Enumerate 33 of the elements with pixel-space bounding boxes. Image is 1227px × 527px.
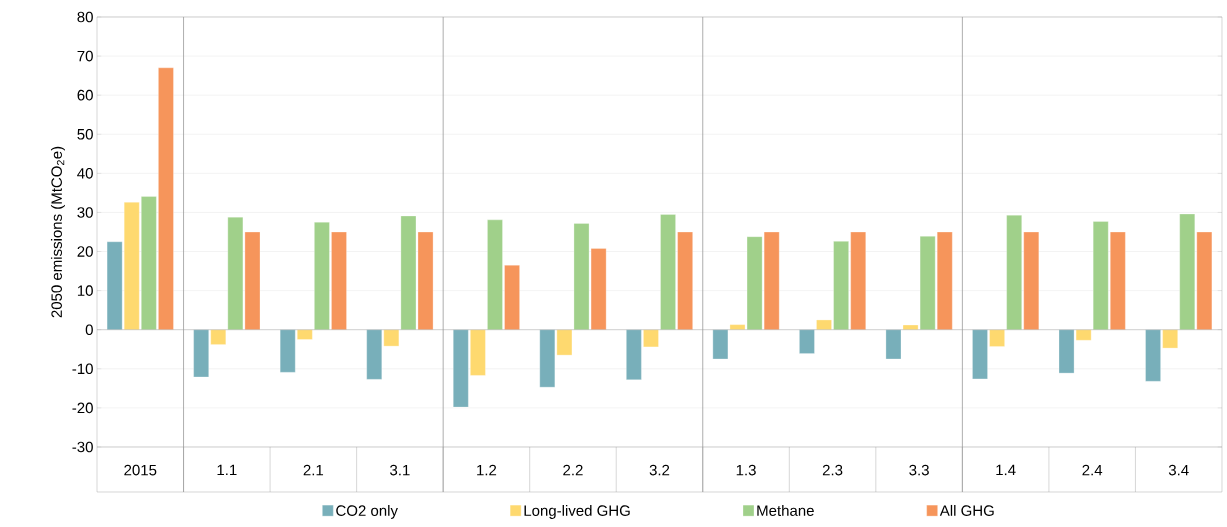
y-tick-label: -10 <box>72 363 93 375</box>
y-tick-label: 50 <box>77 128 93 140</box>
y-tick-label: 60 <box>77 89 93 101</box>
y-tick-label: -30 <box>72 441 93 453</box>
y-tick-label: 10 <box>77 285 93 296</box>
bar <box>885 329 902 360</box>
legend-label: Methane <box>757 504 814 516</box>
y-tick-label: 70 <box>77 50 93 62</box>
x-tick-label: 1.4 <box>996 464 1016 476</box>
x-tick-label: 3.3 <box>909 464 929 476</box>
legend-label: CO2 only <box>336 504 398 519</box>
x-tick-label: 1.1 <box>217 464 237 476</box>
y-tick-label: -20 <box>72 402 93 414</box>
y-tick-label: 40 <box>77 168 93 179</box>
x-tick-label: 2.3 <box>822 464 843 476</box>
x-tick-label: 1.2 <box>477 464 497 476</box>
x-tick-label: 2.4 <box>1082 464 1103 476</box>
y-tick-label: 0 <box>85 324 93 336</box>
x-tick-label: 3.2 <box>649 464 670 476</box>
x-tick-label: 2015 <box>124 464 157 476</box>
legend-label: All GHG <box>939 504 994 516</box>
y-tick-label: 30 <box>77 207 93 218</box>
x-tick-label: 2.2 <box>563 464 583 476</box>
y-tick-label: 80 <box>77 11 93 23</box>
bar <box>712 329 729 360</box>
legend-label: Long-lived GHG <box>524 504 630 519</box>
y-axis-title: 2050 emissions (MtCO$_{2}$e) <box>50 146 65 318</box>
x-tick-label: 2.1 <box>303 464 324 476</box>
x-tick-label: 1.3 <box>736 464 756 476</box>
bar <box>799 329 815 354</box>
y-tick-label: 20 <box>77 246 93 257</box>
x-tick-label: 3.1 <box>390 464 410 476</box>
x-tick-label: 3.4 <box>1168 464 1189 476</box>
